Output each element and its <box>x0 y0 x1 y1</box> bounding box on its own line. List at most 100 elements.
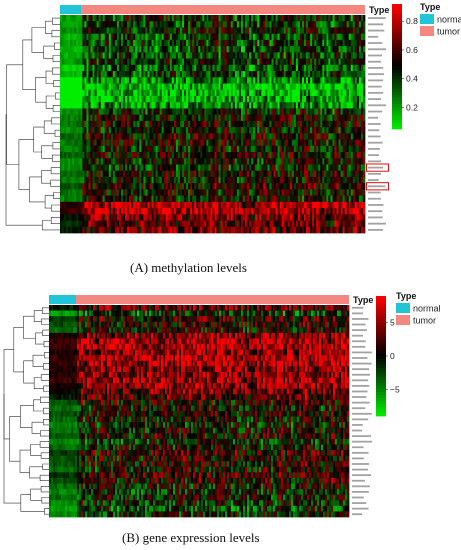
heatmap-cell <box>72 46 75 53</box>
heatmap-cell <box>218 39 221 47</box>
heatmap-cell <box>281 21 285 28</box>
heatmap-cell <box>342 152 346 159</box>
heatmap-cell <box>173 83 177 91</box>
heatmap-cell <box>206 164 209 172</box>
heatmap-cell <box>78 52 81 59</box>
heatmap-cell <box>360 164 364 172</box>
heatmap-cell <box>330 145 333 153</box>
heatmap-cell <box>112 108 116 116</box>
heatmap-cell <box>299 120 303 128</box>
heatmap-cell <box>330 176 333 184</box>
heatmap-cell <box>64 214 67 221</box>
heatmap-cell <box>143 58 146 66</box>
heatmap-cell <box>310 164 313 172</box>
heatmap-cell <box>74 133 77 140</box>
heatmap-cell <box>259 95 262 103</box>
heatmap-cell <box>90 21 93 28</box>
heatmap-cell <box>259 58 262 66</box>
heatmap-cell <box>66 15 69 22</box>
heatmap-cell <box>312 102 315 109</box>
heatmap-cell <box>78 214 81 221</box>
heatmap-cell <box>198 46 201 53</box>
heatmap-cell <box>175 189 179 196</box>
heatmap-cell <box>80 52 83 59</box>
heatmap-cell <box>76 114 79 122</box>
heatmap-cell <box>84 77 87 84</box>
heatmap-cell <box>62 64 65 72</box>
heatmap-cell <box>245 152 248 159</box>
heatmap-cell <box>275 102 278 109</box>
heatmap-cell <box>121 33 124 41</box>
heatmap-cell <box>236 170 240 178</box>
heatmap-cell <box>271 139 274 147</box>
heatmap-cell <box>68 170 71 178</box>
heatmap-cell <box>340 120 343 128</box>
heatmap-cell <box>131 58 134 66</box>
heatmap-cell <box>253 139 256 147</box>
heatmap-cell <box>247 195 250 203</box>
heatmap-cell <box>360 108 364 116</box>
heatmap-cell <box>220 170 224 178</box>
heatmap-cell <box>121 145 124 153</box>
heatmap-cell <box>171 195 175 203</box>
heatmap-cell <box>312 89 315 97</box>
heatmap-cell <box>167 83 171 91</box>
heatmap-cell <box>281 158 285 165</box>
heatmap-cell <box>82 52 85 59</box>
heatmap-cell <box>64 102 67 109</box>
heatmap-cell <box>196 58 199 66</box>
heatmap-cell <box>84 58 87 66</box>
heatmap-cell <box>295 133 299 140</box>
heatmap-cell <box>287 58 291 66</box>
heatmap-cell <box>350 15 354 22</box>
heatmap-cell <box>98 77 102 84</box>
heatmap-cell <box>275 21 278 28</box>
heatmap-cell <box>157 102 160 109</box>
heatmap-cell <box>216 83 219 91</box>
heatmap-cell <box>257 52 260 59</box>
heatmap-cell <box>139 208 142 215</box>
heatmap-cell <box>338 27 341 35</box>
heatmap-cell <box>222 46 226 53</box>
heatmap-cell <box>188 58 191 66</box>
heatmap-cell <box>324 170 327 178</box>
heatmap-cell <box>62 176 65 184</box>
heatmap-cell <box>338 139 341 147</box>
heatmap-cell <box>304 27 307 35</box>
heatmap-cell <box>157 58 160 66</box>
heatmap-cell <box>245 108 248 116</box>
heatmap-cell <box>314 127 317 134</box>
heatmap-cell <box>86 145 89 153</box>
heatmap-cell <box>125 95 128 103</box>
heatmap-cell <box>287 46 291 53</box>
heatmap-cell <box>312 170 315 178</box>
heatmap-cell <box>330 71 333 78</box>
heatmap-cell <box>88 64 91 72</box>
heatmap-cell <box>196 145 199 153</box>
heatmap-cell <box>328 46 331 53</box>
heatmap-cell <box>228 183 232 190</box>
heatmap-cell <box>96 15 99 22</box>
heatmap-cell <box>190 170 193 178</box>
heatmap-cell <box>224 139 228 147</box>
heatmap-cell <box>70 176 73 184</box>
heatmap-cell <box>306 108 309 116</box>
heatmap-cell <box>112 27 116 35</box>
heatmap-cell <box>147 71 150 78</box>
heatmap-cell <box>108 52 112 59</box>
heatmap-cell <box>82 95 85 103</box>
heatmap-cell <box>346 33 350 41</box>
heatmap-cell <box>344 108 348 116</box>
heatmap-cell <box>188 120 191 128</box>
heatmap-cell <box>304 139 307 147</box>
heatmap-cell <box>90 52 93 59</box>
heatmap-cell <box>62 164 65 172</box>
heatmap-cell <box>64 195 67 203</box>
heatmap-cell <box>350 183 354 190</box>
heatmap-cell <box>324 152 327 159</box>
heatmap-cell <box>261 139 264 147</box>
heatmap-cell <box>358 201 362 209</box>
heatmap-cell <box>129 71 132 78</box>
heatmap-cell <box>226 189 230 196</box>
heatmap-cell <box>356 39 360 47</box>
